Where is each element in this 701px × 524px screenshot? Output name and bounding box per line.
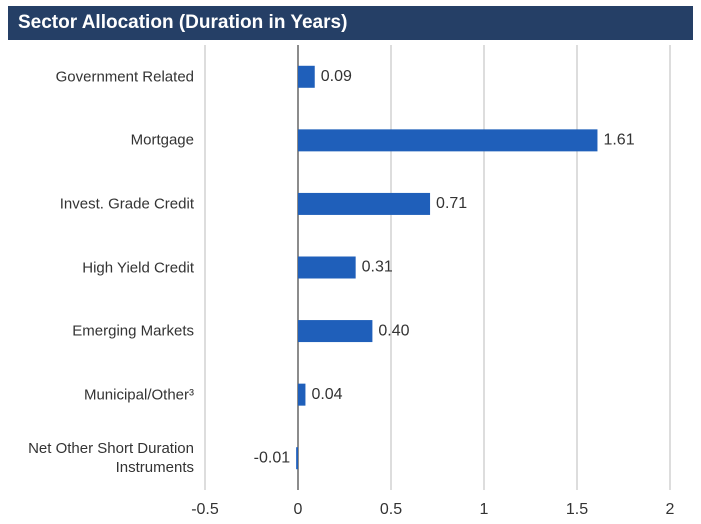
x-tick-label: 0.5 bbox=[380, 501, 402, 518]
category-label: Municipal/Other³ bbox=[83, 386, 194, 404]
category-label: High Yield Credit bbox=[82, 259, 194, 276]
value-label: 0.71 bbox=[436, 195, 467, 212]
value-label: 0.40 bbox=[378, 322, 409, 339]
category-label: Net Other Short Duration Instruments bbox=[28, 440, 194, 477]
bar bbox=[298, 320, 373, 343]
value-label: 1.61 bbox=[603, 132, 634, 149]
value-label: 0.04 bbox=[311, 386, 342, 403]
category-label: Invest. Grade Credit bbox=[59, 195, 194, 213]
x-tick-label: 2 bbox=[666, 501, 675, 518]
category-label: Emerging Markets bbox=[72, 322, 194, 340]
bar bbox=[298, 65, 315, 88]
category-label: Mortgage bbox=[130, 131, 194, 149]
bar bbox=[298, 192, 431, 215]
value-label: 0.31 bbox=[362, 259, 393, 276]
bar bbox=[298, 256, 356, 279]
bar bbox=[298, 129, 598, 152]
chart-title: Sector Allocation (Duration in Years) bbox=[18, 12, 348, 33]
x-tick-label: 1.5 bbox=[566, 501, 588, 518]
bar bbox=[296, 447, 298, 470]
value-label: 0.09 bbox=[321, 68, 352, 85]
x-tick-label: 0 bbox=[294, 501, 303, 518]
header: Sector Allocation (Duration in Years) bbox=[8, 6, 693, 40]
x-tick-label: -0.5 bbox=[191, 501, 219, 518]
bar bbox=[298, 383, 306, 406]
category-label: Government Related bbox=[55, 68, 194, 86]
value-label: -0.01 bbox=[254, 449, 291, 466]
x-tick-label: 1 bbox=[480, 501, 489, 518]
